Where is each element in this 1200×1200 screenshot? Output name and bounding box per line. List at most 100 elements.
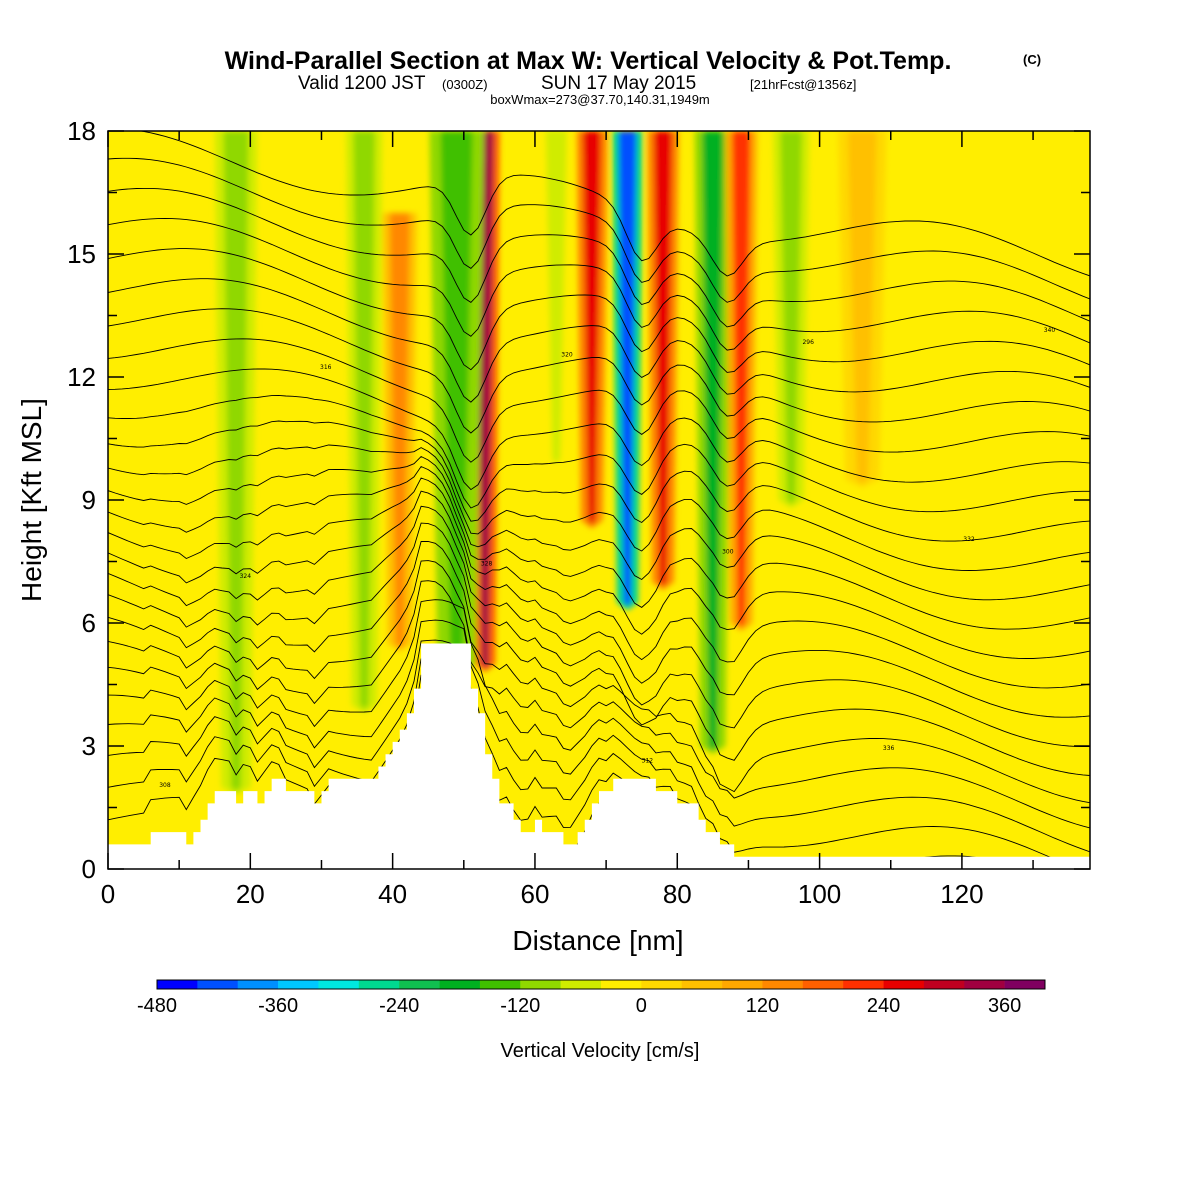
velocity-band-core bbox=[440, 131, 473, 668]
isentrope-line bbox=[108, 248, 1090, 373]
colorbar-swatch bbox=[520, 980, 561, 989]
isentrope-line bbox=[108, 541, 1090, 776]
colorbar-frame bbox=[156, 979, 1046, 990]
isentrope-line bbox=[108, 465, 1090, 630]
x-tick-label: 60 bbox=[520, 879, 549, 909]
isentrope-line bbox=[108, 490, 1090, 689]
colorbar-swatch bbox=[439, 980, 481, 989]
colorbar-swatch bbox=[762, 980, 804, 989]
y-tick-label: 0 bbox=[82, 854, 96, 884]
y-tick-label: 3 bbox=[82, 731, 96, 761]
colorbar-swatch bbox=[641, 980, 683, 989]
isentrope-line bbox=[108, 658, 715, 869]
isentrope-line bbox=[108, 338, 1090, 463]
contour-label: 308 bbox=[159, 782, 171, 789]
colorbar-tick-label: -360 bbox=[258, 995, 298, 1017]
contour-label: 316 bbox=[320, 364, 332, 371]
contour-label: 336 bbox=[883, 745, 895, 752]
colorbar-tick-label: -480 bbox=[137, 995, 177, 1017]
colorbar-tick-label: 360 bbox=[988, 995, 1021, 1017]
y-axis: 0 3 6 9 12 15 18 bbox=[67, 116, 1090, 884]
colorbar-swatch bbox=[157, 980, 198, 989]
isentrope-line bbox=[108, 599, 1090, 853]
colorbar-swatch bbox=[479, 980, 521, 989]
colorbar-swatch bbox=[802, 980, 844, 989]
velocity-band-core bbox=[732, 131, 751, 627]
contour-label: 324 bbox=[240, 573, 252, 580]
colorbar: -480 -360 -240 -120 0 120 240 360 bbox=[137, 979, 1046, 1017]
contour-label: 340 bbox=[1044, 327, 1056, 334]
isentrope-line bbox=[108, 157, 1090, 303]
isentrope-line bbox=[108, 187, 1090, 328]
isentrope-line bbox=[108, 278, 1090, 403]
colorbar-title: Vertical Velocity [cm/s] bbox=[501, 1040, 700, 1062]
velocity-band-core bbox=[702, 131, 724, 750]
colorbar-swatch bbox=[318, 980, 360, 989]
x-axis: 0 20 40 60 80 100 120 bbox=[101, 131, 1034, 909]
x-tick-label: 0 bbox=[101, 879, 115, 909]
colorbar-swatch bbox=[681, 980, 723, 989]
colorbar-tick-label: 240 bbox=[867, 995, 900, 1017]
velocity-band-core bbox=[618, 131, 637, 607]
colorbar-swatch bbox=[964, 980, 1005, 989]
subtitle-date: SUN 17 May 2015 bbox=[541, 73, 696, 94]
y-axis-label: Height [Kft MSL] bbox=[16, 398, 47, 602]
x-tick-label: 120 bbox=[940, 879, 983, 909]
velocity-band-core bbox=[353, 131, 375, 709]
x-tick-label: 100 bbox=[798, 879, 841, 909]
colorbar-swatch bbox=[601, 980, 642, 989]
plot-area: 308324316304328320312300296336332340 bbox=[108, 131, 1090, 869]
x-axis-label: Distance [nm] bbox=[512, 925, 683, 956]
isentrope-line bbox=[108, 477, 1090, 659]
colorbar-swatch bbox=[923, 980, 965, 989]
isentrope-line bbox=[108, 394, 1090, 513]
velocity-band-core bbox=[582, 131, 602, 525]
velocity-band-core bbox=[223, 131, 249, 791]
subtitle-forecast: [21hrFcst@1356z] bbox=[750, 77, 856, 92]
y-tick-label: 15 bbox=[67, 239, 96, 269]
isentrope-line bbox=[108, 368, 1090, 491]
contour-label: 312 bbox=[642, 757, 654, 764]
copyright-mark: (C) bbox=[1023, 52, 1041, 67]
isentrope-line bbox=[108, 444, 1090, 571]
chart-subtitle: Valid 1200 JST (0300Z) SUN 17 May 2015 [… bbox=[298, 73, 856, 94]
colorbar-tick-label: -240 bbox=[379, 995, 419, 1017]
subtitle-utc-time: (0300Z) bbox=[442, 77, 488, 92]
y-tick-label: 9 bbox=[82, 485, 96, 515]
y-tick-label: 12 bbox=[67, 362, 96, 392]
colorbar-swatch bbox=[883, 980, 925, 989]
isentrope-line bbox=[138, 131, 1090, 277]
colorbar-swatch bbox=[278, 980, 319, 989]
isentrope-line bbox=[108, 218, 1090, 351]
subtitle-valid-time: Valid 1200 JST bbox=[298, 73, 426, 94]
isentrope-line bbox=[108, 580, 1090, 829]
colorbar-tick-label: -120 bbox=[500, 995, 540, 1017]
contour-label: 320 bbox=[561, 352, 573, 359]
velocity-band-core bbox=[780, 131, 802, 504]
colorbar-swatch bbox=[358, 980, 400, 989]
colorbar-swatch bbox=[843, 980, 884, 989]
velocity-band-core bbox=[389, 213, 410, 648]
x-tick-label: 80 bbox=[663, 879, 692, 909]
velocity-band-core bbox=[848, 131, 877, 484]
terrain-mask bbox=[108, 643, 1090, 869]
colorbar-swatch bbox=[722, 980, 763, 989]
colorbar-swatch bbox=[1004, 980, 1046, 989]
contour-label: 300 bbox=[722, 548, 734, 555]
colorbar-tick-label: 120 bbox=[746, 995, 779, 1017]
subtitle-box-wmax: boxWmax=273@37.70,140.31,1949m bbox=[490, 92, 710, 107]
velocity-field bbox=[214, 131, 887, 795]
chart-title: Wind-Parallel Section at Max W: Vertical… bbox=[225, 47, 952, 75]
isentrope-line bbox=[108, 455, 1090, 601]
contour-label: 328 bbox=[481, 561, 493, 568]
colorbar-swatch bbox=[560, 980, 602, 989]
colorbar-swatch bbox=[197, 980, 239, 989]
x-tick-label: 40 bbox=[378, 879, 407, 909]
contour-label: 296 bbox=[802, 339, 814, 346]
colorbar-swatch bbox=[237, 980, 279, 989]
contour-label: 332 bbox=[963, 536, 975, 543]
isentrope-line bbox=[108, 619, 1079, 869]
colorbar-swatch bbox=[399, 980, 440, 989]
y-tick-label: 6 bbox=[82, 608, 96, 638]
